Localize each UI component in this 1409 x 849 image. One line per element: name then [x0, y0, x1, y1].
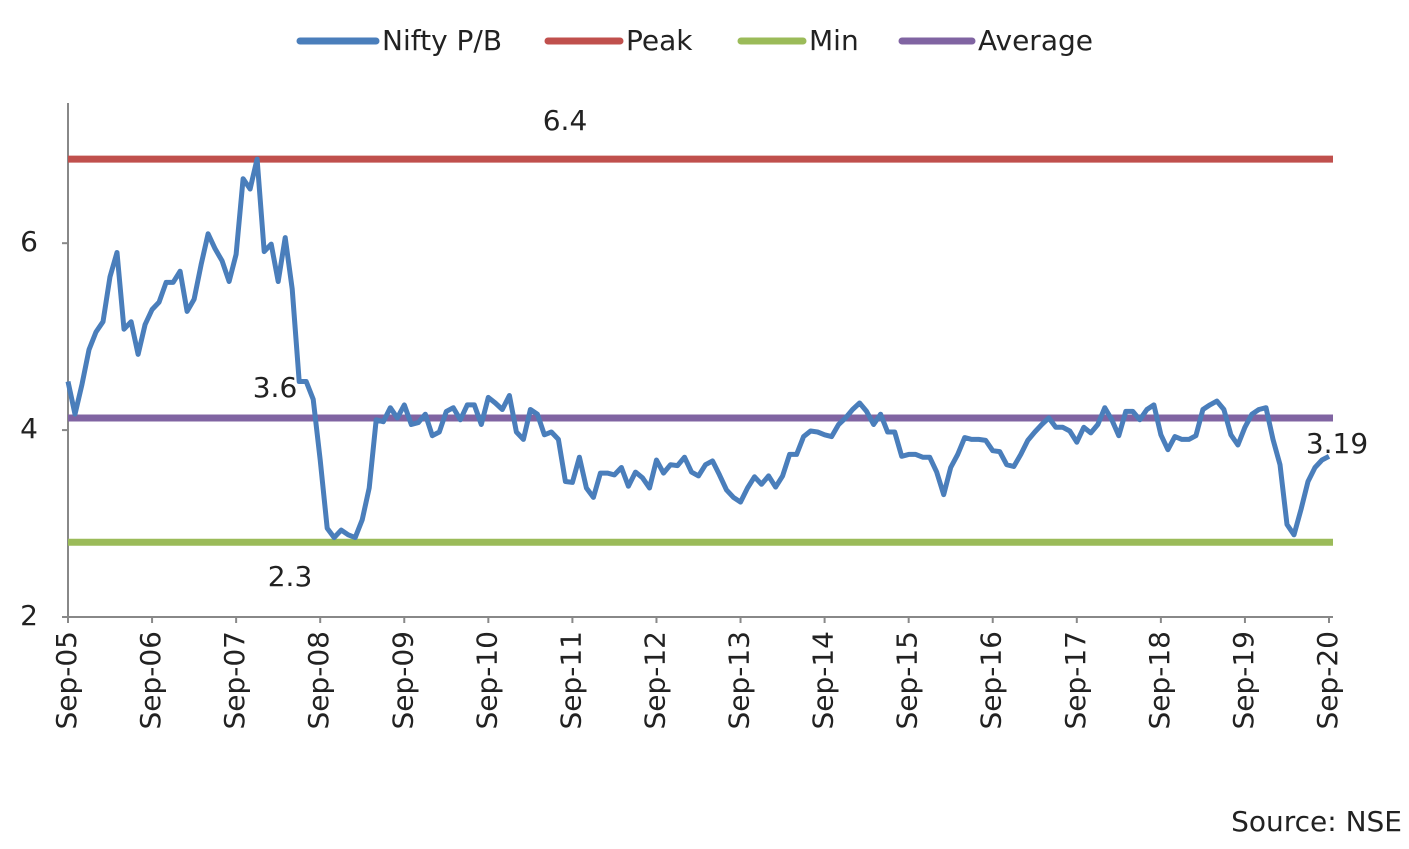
x-tick-label: Sep-13 [723, 631, 756, 730]
x-tick-label: Sep-17 [1059, 631, 1092, 730]
annotation: 6.4 [543, 104, 588, 137]
source-note: Source: NSE [1231, 805, 1402, 838]
y-tick-label: 4 [20, 412, 38, 445]
annotation: 3.19 [1306, 427, 1368, 460]
x-tick-label: Sep-11 [554, 631, 587, 730]
legend-label: Min [809, 24, 859, 57]
x-tick-label: Sep-08 [302, 631, 335, 730]
x-tick-label: Sep-18 [1143, 631, 1176, 730]
x-tick-label: Sep-10 [470, 631, 503, 730]
x-tick-label: Sep-09 [386, 631, 419, 730]
legend-label: Peak [626, 24, 693, 57]
x-tick-label: Sep-16 [975, 631, 1008, 730]
x-tick-label: Sep-19 [1227, 631, 1260, 730]
y-tick-label: 6 [20, 225, 38, 258]
x-tick-label: Sep-12 [638, 631, 671, 730]
x-tick-label: Sep-15 [891, 631, 924, 730]
y-tick-label: 2 [20, 599, 38, 632]
x-tick-label: Sep-06 [134, 631, 167, 730]
x-tick-label: Sep-05 [50, 631, 83, 730]
legend-label: Nifty P/B [382, 24, 502, 57]
series-line [65, 156, 1331, 541]
legend-label: Average [978, 24, 1093, 57]
annotation: 3.6 [253, 371, 298, 404]
x-tick-label: Sep-14 [807, 631, 840, 730]
x-tick-label: Sep-20 [1311, 631, 1344, 730]
x-tick-label: Sep-07 [218, 631, 251, 730]
annotation: 2.3 [268, 560, 313, 593]
